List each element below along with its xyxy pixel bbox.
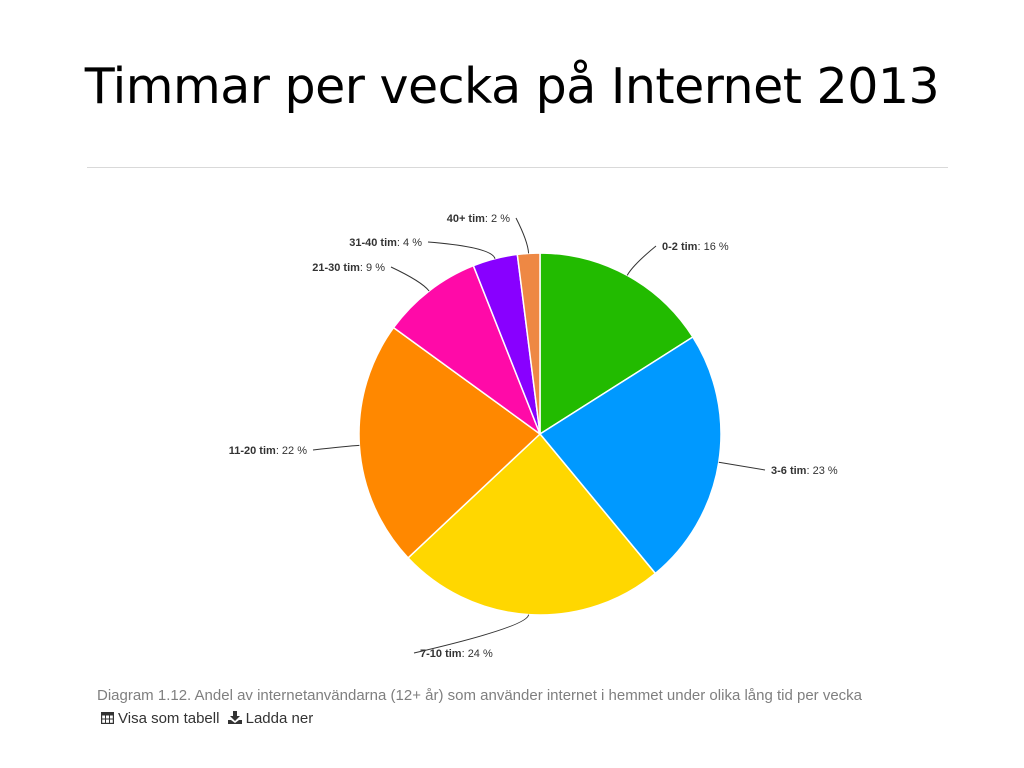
data-label-4: 11-20 tim: 22 % bbox=[229, 445, 307, 457]
data-label-name: 40+ tim bbox=[447, 213, 485, 225]
data-label-value: : 22 % bbox=[276, 445, 307, 457]
data-label-value: : 9 % bbox=[360, 262, 385, 274]
data-label-name: 11-20 tim bbox=[229, 445, 276, 457]
leader-line-3 bbox=[413, 614, 530, 654]
pie-slices bbox=[358, 252, 722, 616]
show-as-table-label: Visa som tabell bbox=[118, 710, 220, 727]
data-label-value: : 24 % bbox=[462, 648, 493, 660]
data-label-2: 3-6 tim: 23 % bbox=[771, 465, 838, 477]
leader-line-5 bbox=[390, 266, 430, 292]
pie-chart: 0-2 tim: 16 % 3-6 tim: 23 % 7-10 tim: 24 %… bbox=[229, 213, 838, 660]
pie-slice-2 bbox=[538, 335, 722, 575]
data-label-1: 0-2 tim: 16 % bbox=[662, 241, 729, 253]
leader-line-7 bbox=[515, 217, 530, 254]
leader-line-4 bbox=[312, 444, 360, 451]
data-label-value: : 23 % bbox=[806, 465, 837, 477]
leader-line-6 bbox=[427, 241, 496, 259]
data-label-name: 0-2 tim bbox=[662, 241, 698, 253]
data-label-name: 21-30 tim bbox=[312, 262, 360, 274]
pie-slice-3 bbox=[406, 432, 657, 616]
data-label-name: 3-6 tim bbox=[771, 465, 807, 477]
pie-slice-1 bbox=[539, 252, 694, 436]
data-label-value: : 4 % bbox=[397, 237, 422, 249]
data-label-name: 7-10 tim bbox=[420, 648, 462, 660]
pie-leader-lines bbox=[312, 217, 766, 654]
pie-data-labels: 0-2 tim: 16 % 3-6 tim: 23 % 7-10 tim: 24 %… bbox=[229, 213, 838, 660]
leader-line-1 bbox=[626, 245, 657, 276]
data-label-value: : 16 % bbox=[697, 241, 728, 253]
data-label-3: 7-10 tim: 24 % bbox=[420, 648, 493, 660]
caption-text: Diagram 1.12. Andel av internetanvändarn… bbox=[97, 687, 863, 704]
data-label-5: 21-30 tim: 9 % bbox=[312, 262, 385, 274]
data-label-name: 31-40 tim bbox=[349, 237, 397, 249]
table-icon bbox=[100, 708, 115, 731]
title-divider bbox=[87, 167, 948, 168]
data-label-value: : 2 % bbox=[485, 213, 510, 225]
download-link[interactable]: Ladda ner bbox=[227, 710, 314, 727]
pie-slice-4 bbox=[358, 326, 542, 559]
slide-title: Timmar per vecka på Internet 2013 bbox=[84, 58, 940, 115]
chart-caption: Diagram 1.12. Andel av internetanvändarn… bbox=[97, 684, 947, 731]
show-as-table-link[interactable]: Visa som tabell bbox=[100, 710, 224, 727]
data-label-6: 31-40 tim: 4 % bbox=[349, 237, 422, 249]
data-label-7: 40+ tim: 2 % bbox=[447, 213, 511, 225]
download-label: Ladda ner bbox=[245, 710, 314, 727]
download-icon bbox=[227, 708, 242, 731]
leader-line-2 bbox=[718, 461, 766, 471]
